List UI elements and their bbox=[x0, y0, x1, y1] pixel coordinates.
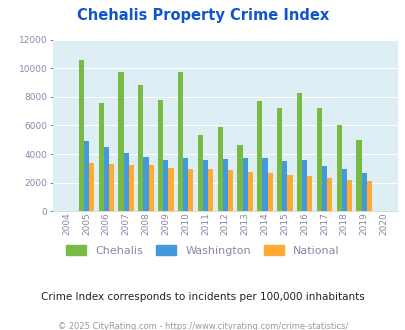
Bar bbox=[197, 135, 202, 211]
Bar bbox=[247, 172, 252, 211]
Bar bbox=[222, 159, 227, 211]
Bar bbox=[202, 160, 208, 211]
Bar bbox=[242, 158, 247, 211]
Bar bbox=[326, 178, 331, 211]
Bar bbox=[346, 180, 351, 211]
Bar bbox=[177, 73, 183, 211]
Bar bbox=[321, 166, 326, 211]
Bar bbox=[148, 165, 153, 211]
Bar bbox=[262, 158, 267, 211]
Bar bbox=[89, 163, 94, 211]
Bar bbox=[118, 73, 123, 211]
Bar bbox=[79, 60, 84, 211]
Bar bbox=[277, 108, 281, 211]
Bar bbox=[366, 181, 371, 211]
Bar bbox=[158, 100, 163, 211]
Bar bbox=[281, 161, 287, 211]
Bar bbox=[267, 173, 272, 211]
Bar bbox=[287, 176, 292, 211]
Text: Chehalis Property Crime Index: Chehalis Property Crime Index bbox=[77, 8, 328, 23]
Bar bbox=[296, 92, 301, 211]
Text: Crime Index corresponds to incidents per 100,000 inhabitants: Crime Index corresponds to incidents per… bbox=[41, 292, 364, 302]
Bar bbox=[361, 173, 366, 211]
Bar bbox=[217, 127, 222, 211]
Bar bbox=[301, 160, 307, 211]
Bar bbox=[208, 169, 213, 211]
Bar bbox=[98, 103, 104, 211]
Bar bbox=[307, 176, 311, 211]
Bar bbox=[123, 153, 128, 211]
Bar bbox=[356, 140, 361, 211]
Bar bbox=[163, 160, 168, 211]
Bar bbox=[341, 169, 346, 211]
Bar bbox=[183, 158, 188, 211]
Bar bbox=[316, 108, 321, 211]
Bar bbox=[138, 85, 143, 211]
Bar bbox=[257, 101, 262, 211]
Bar bbox=[143, 157, 148, 211]
Legend: Chehalis, Washington, National: Chehalis, Washington, National bbox=[62, 241, 343, 260]
Bar bbox=[109, 164, 114, 211]
Bar bbox=[336, 125, 341, 211]
Bar bbox=[188, 169, 193, 211]
Bar bbox=[168, 168, 173, 211]
Bar bbox=[128, 165, 134, 211]
Text: © 2025 CityRating.com - https://www.cityrating.com/crime-statistics/: © 2025 CityRating.com - https://www.city… bbox=[58, 322, 347, 330]
Bar bbox=[84, 141, 89, 211]
Bar bbox=[227, 170, 232, 211]
Bar bbox=[237, 146, 242, 211]
Bar bbox=[104, 147, 109, 211]
